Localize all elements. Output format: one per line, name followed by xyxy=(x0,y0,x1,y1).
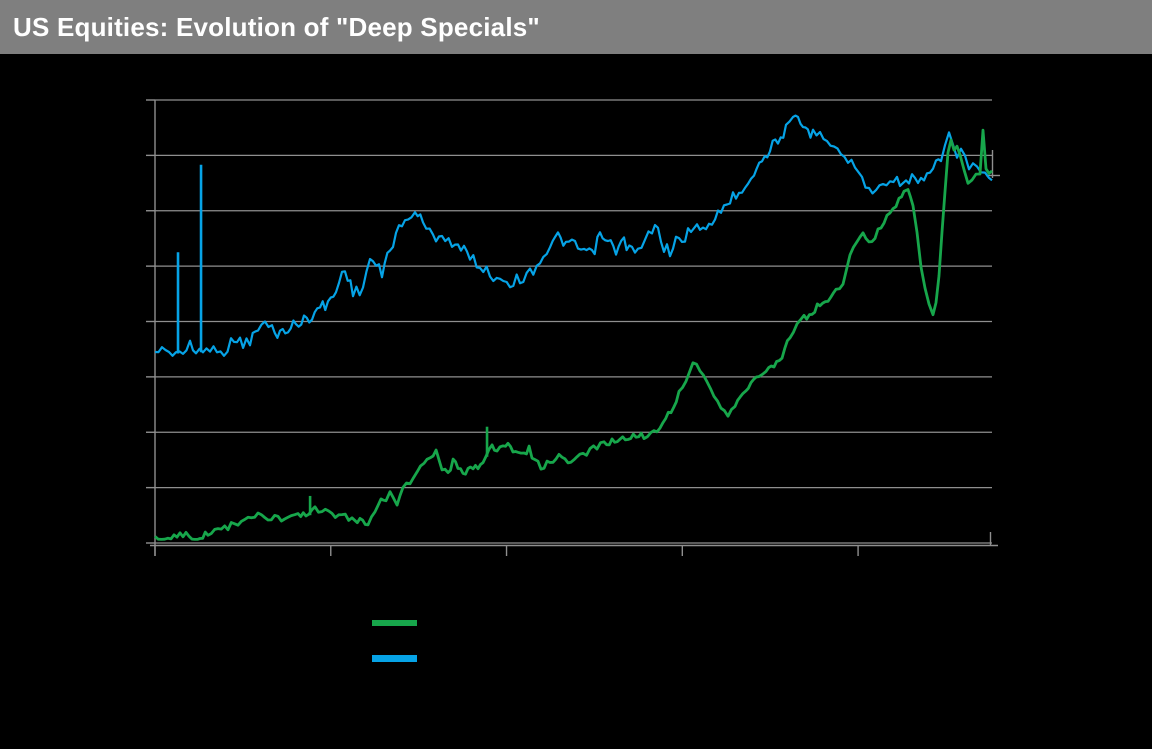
title-bar: US Equities: Evolution of "Deep Specials… xyxy=(0,0,1152,54)
legend-swatch-blue xyxy=(372,655,417,662)
blue-series-path xyxy=(154,114,993,357)
green-series-path xyxy=(154,128,993,541)
legend-swatch-green xyxy=(372,620,417,626)
page-title: US Equities: Evolution of "Deep Specials… xyxy=(13,12,540,42)
